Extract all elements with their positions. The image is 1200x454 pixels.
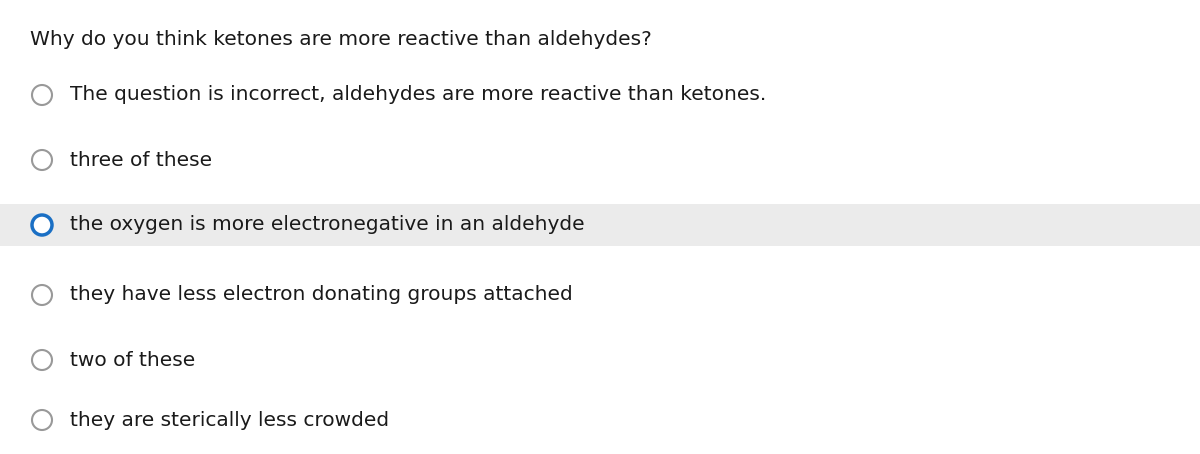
Circle shape (32, 285, 52, 305)
Circle shape (32, 85, 52, 105)
Text: The question is incorrect, aldehydes are more reactive than ketones.: The question is incorrect, aldehydes are… (70, 85, 767, 104)
Text: Why do you think ketones are more reactive than aldehydes?: Why do you think ketones are more reacti… (30, 30, 652, 49)
Circle shape (32, 350, 52, 370)
Text: two of these: two of these (70, 350, 196, 370)
Circle shape (32, 150, 52, 170)
Circle shape (32, 410, 52, 430)
Text: three of these: three of these (70, 150, 212, 169)
Text: they are sterically less crowded: they are sterically less crowded (70, 410, 389, 429)
FancyBboxPatch shape (0, 204, 1200, 246)
Text: the oxygen is more electronegative in an aldehyde: the oxygen is more electronegative in an… (70, 216, 584, 235)
Text: they have less electron donating groups attached: they have less electron donating groups … (70, 286, 572, 305)
Circle shape (32, 215, 52, 235)
